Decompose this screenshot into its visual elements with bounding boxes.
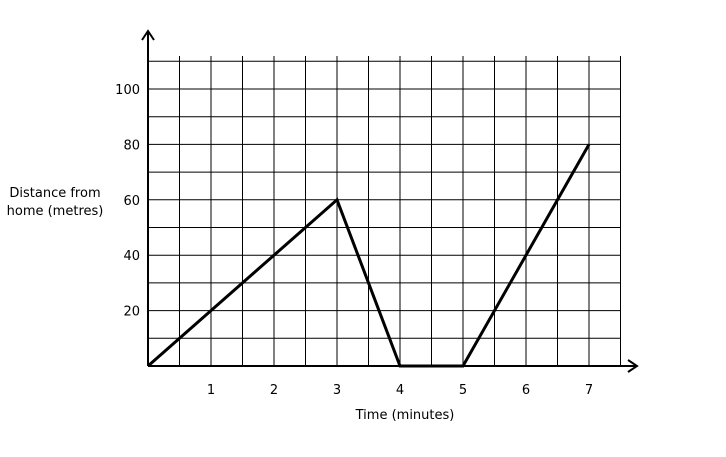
y-tick-label: 80	[123, 138, 140, 153]
y-tick-label: 100	[115, 83, 140, 98]
series-layer	[147, 143, 591, 368]
x-tick-label: 6	[522, 383, 530, 398]
y-axis-arrowhead	[141, 29, 155, 41]
y-axis-title-line-2: home (metres)	[7, 204, 104, 219]
x-tick-label: 2	[270, 383, 278, 398]
y-tick-label: 60	[123, 194, 140, 209]
y-axis-title-line-1: Distance from	[9, 186, 100, 201]
axes	[141, 29, 639, 373]
x-tick-label: 7	[585, 383, 593, 398]
series-line	[147, 143, 591, 368]
x-tick-label: 4	[396, 383, 404, 398]
x-tick-label: 3	[333, 383, 341, 398]
y-tick-label: 40	[123, 249, 140, 264]
x-axis-arrowhead	[627, 359, 639, 373]
y-tick-label: 20	[123, 305, 140, 320]
tick-labels: 1 2 3 4 5 6 7 20 40 60 80 100	[115, 83, 593, 398]
grid	[148, 56, 621, 366]
x-tick-label: 1	[207, 383, 215, 398]
x-axis-title: Time (minutes)	[355, 408, 455, 423]
x-tick-label: 5	[459, 383, 467, 398]
